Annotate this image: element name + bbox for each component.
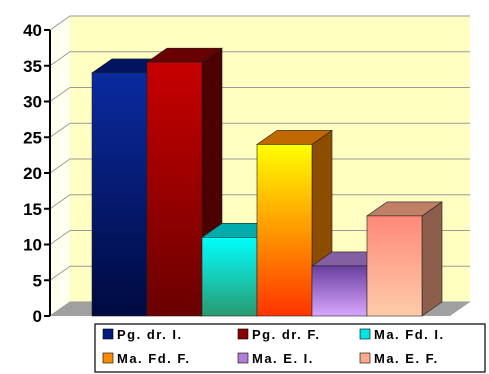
bar-front (256, 144, 313, 317)
legend-swatch (237, 352, 249, 364)
legend-swatch (102, 328, 114, 340)
y-tick-label: 30 (23, 93, 42, 112)
bar-side (421, 201, 443, 317)
legend-swatch (237, 328, 249, 340)
y-tick-label: 25 (23, 128, 42, 147)
y-tick-label: 5 (33, 271, 42, 290)
bars (91, 47, 443, 317)
gridline (49, 230, 470, 245)
bar-front (146, 61, 203, 317)
legend: Pg. dr. I. Pg. dr. F. Ma. Fd. I. Ma. Fd. F.… (94, 323, 486, 373)
gridline (49, 194, 470, 210)
legend-label: Ma. E. F. (374, 351, 439, 366)
legend-swatch (359, 352, 371, 364)
bar-front (366, 215, 423, 317)
bar-4 (256, 129, 333, 317)
gridline (49, 15, 470, 31)
bar-6 (366, 201, 443, 317)
legend-label: Ma. E. I. (252, 351, 314, 366)
gridlines (49, 15, 470, 317)
gridline (49, 158, 470, 174)
bar-front (201, 237, 258, 317)
y-tick-label: 40 (23, 21, 42, 40)
gridline (49, 122, 470, 138)
legend-swatch (359, 328, 371, 340)
legend-box (94, 323, 486, 373)
gridline (49, 87, 470, 102)
y-tick-label: 10 (23, 236, 42, 255)
legend-swatch (102, 352, 114, 364)
legend-item: Pg. dr. I. (102, 327, 183, 342)
legend-label: Ma. Fd. I. (374, 327, 445, 342)
legend-label: Ma. Fd. F. (117, 351, 191, 366)
bar-front (91, 72, 148, 317)
y-tick-label: 15 (23, 200, 42, 219)
y-axis: 0 5 10 15 20 25 30 35 40 (23, 21, 51, 326)
bar-front (311, 265, 368, 317)
legend-label: Pg. dr. I. (117, 327, 183, 342)
y-tick-label: 35 (23, 57, 42, 76)
legend-item: Pg. dr. F. (237, 327, 320, 342)
gridline (49, 51, 470, 67)
legend-item: Ma. E. I. (237, 351, 314, 366)
y-tick-label: 20 (23, 164, 42, 183)
legend-item: Ma. Fd. F. (102, 351, 191, 366)
legend-label: Pg. dr. F. (252, 327, 320, 342)
legend-item: Ma. E. F. (359, 351, 439, 366)
y-tick-label: 0 (33, 307, 42, 326)
legend-item: Ma. Fd. I. (359, 327, 445, 342)
